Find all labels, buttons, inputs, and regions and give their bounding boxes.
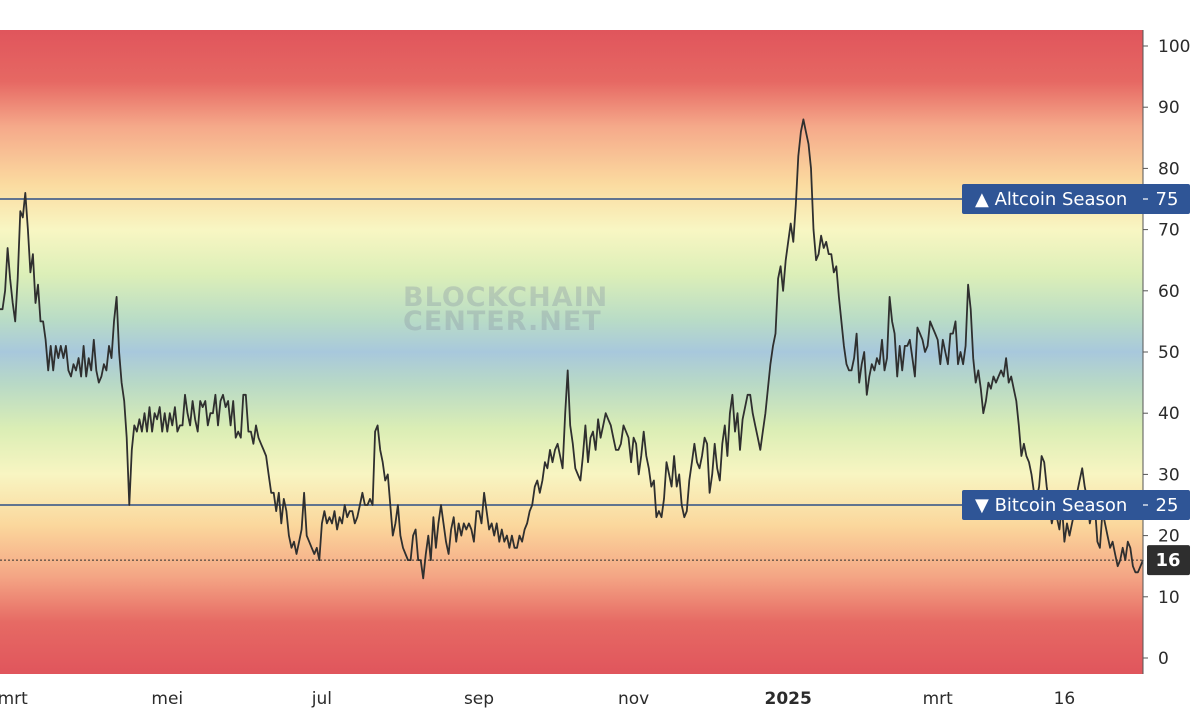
x-tick-label: 16: [1054, 689, 1076, 709]
current-value-label: 16: [1155, 550, 1180, 571]
x-tick-label: mrt: [923, 689, 954, 709]
y-tick-label: 80: [1158, 159, 1180, 179]
watermark-line-1: BLOCKCHAIN: [403, 282, 608, 313]
x-tick-label: sep: [464, 689, 494, 709]
threshold-tags: ▲ Altcoin Season 75 ▼ Bitcoin Season 25: [962, 184, 1190, 520]
threshold-tag-value: 25: [1156, 495, 1179, 516]
threshold-lines: [0, 198, 1143, 506]
threshold-tag-value: 75: [1156, 189, 1179, 210]
watermark: BLOCKCHAIN CENTER.NET: [403, 282, 608, 337]
y-tick-label: 60: [1158, 282, 1180, 302]
threshold-tag-bg: [962, 490, 1190, 520]
x-axis-ticks: mrt mei jul sep nov 2025 mrt 16: [0, 689, 1075, 709]
y-tick-label: 40: [1158, 404, 1180, 424]
x-tick-label: mei: [151, 689, 183, 709]
threshold-tag-bg: [962, 184, 1190, 214]
x-tick-label: mrt: [0, 689, 28, 709]
threshold-tag-label: ▲ Altcoin Season: [975, 189, 1127, 210]
y-tick-label: 10: [1158, 588, 1180, 608]
y-tick-label: 70: [1158, 221, 1180, 241]
plot-background: [0, 30, 1143, 674]
y-tick-label: 90: [1158, 98, 1180, 118]
threshold-tag-label: ▼ Bitcoin Season: [975, 495, 1127, 516]
index-series-line: [0, 118, 1144, 580]
x-tick-label: nov: [618, 689, 649, 709]
x-tick-label: 2025: [765, 689, 812, 709]
y-tick-label: 0: [1158, 649, 1169, 669]
watermark-line-2: CENTER.NET: [403, 306, 602, 337]
y-tick-label: 100: [1158, 37, 1190, 57]
y-tick-label: 30: [1158, 465, 1180, 485]
y-axis-ticks: 0 10 20 30 40 50 60 70 80 90 100: [1143, 37, 1190, 669]
y-tick-label: 50: [1158, 343, 1180, 363]
x-tick-label: jul: [311, 689, 332, 709]
current-value-tag: 16: [1147, 545, 1190, 576]
current-value-tag-bg: [1147, 545, 1190, 576]
y-tick-label: 20: [1158, 527, 1180, 547]
